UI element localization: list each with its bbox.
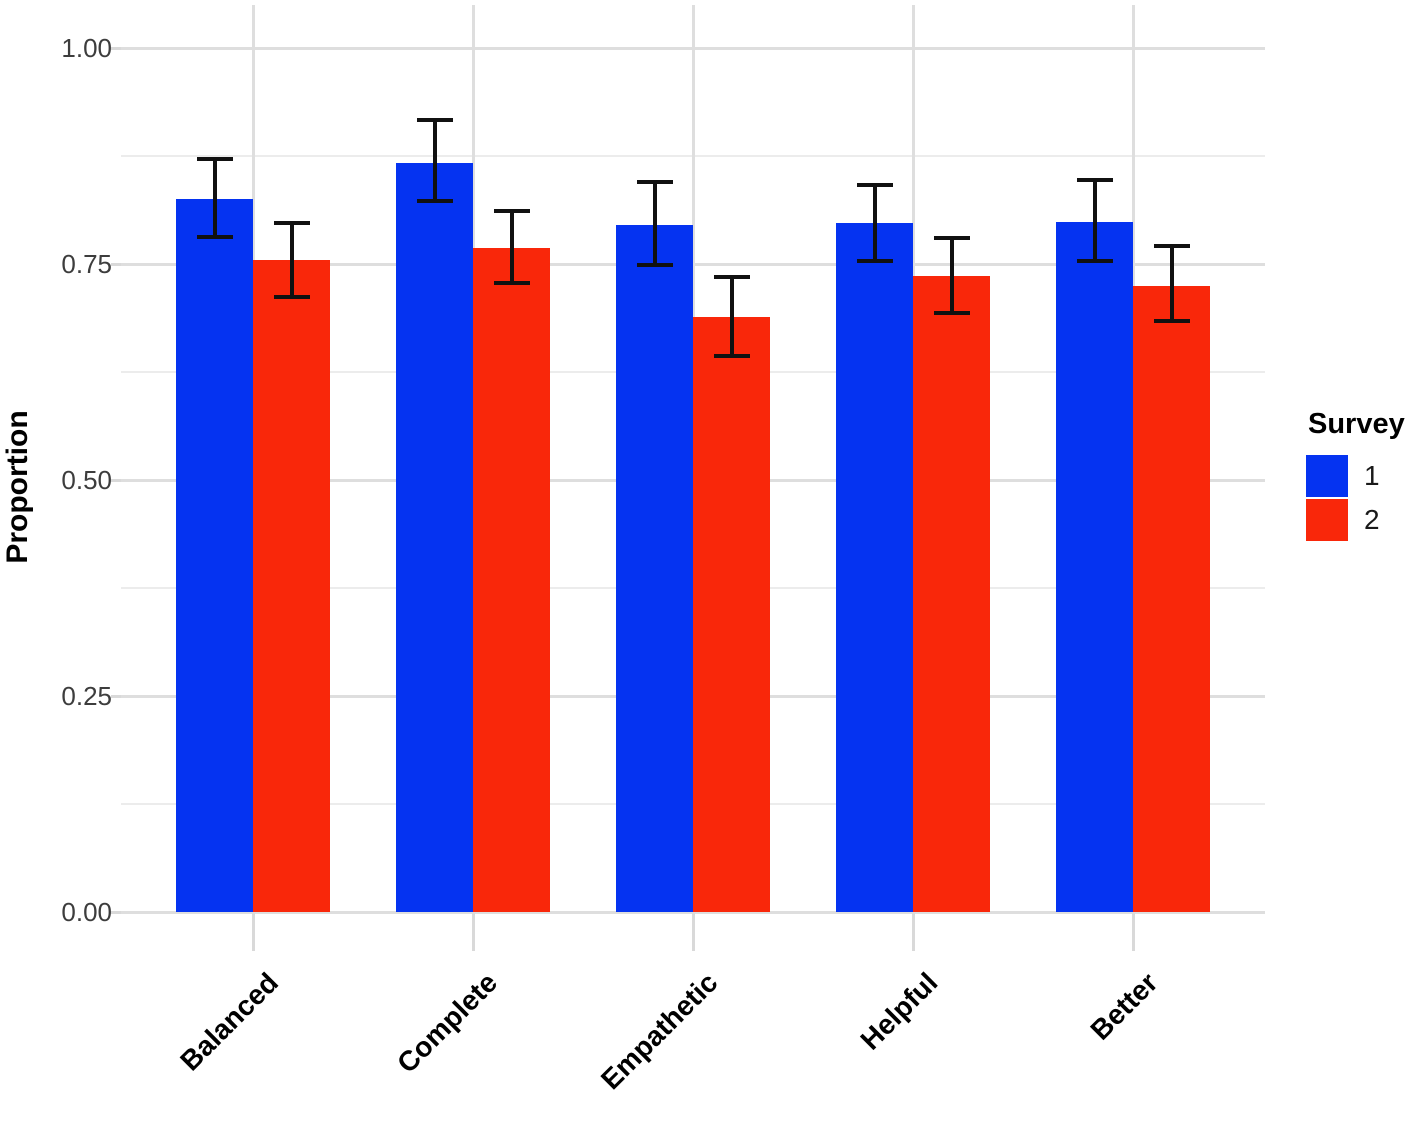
errorbar-cap-top [1076,178,1113,183]
errorbar-vertical [432,119,437,201]
errorbar-cap-top [493,209,530,214]
errorbar-cap-bottom [493,281,530,285]
y-tick-label: 0.25 [61,681,112,711]
legend-item-survey-2: 2 [1306,499,1405,541]
y-tick-mark [111,46,121,50]
errorbar-cap-bottom [713,354,750,359]
errorbar-vertical [509,211,514,283]
errorbar-cap-top [416,117,453,122]
errorbar-vertical [872,184,877,262]
x-tick-label-complete: Complete [391,966,504,1079]
y-tick-mark [111,694,121,698]
errorbar-cap-top [1153,243,1190,248]
y-tick-mark [111,478,121,482]
errorbar-cap-bottom [196,235,233,240]
x-tick-mark [251,913,255,951]
bar-helpful-survey1 [836,223,913,912]
y-tick-mark [111,262,121,266]
x-tick-mark [911,913,915,951]
legend-swatch-survey-1 [1306,455,1348,497]
x-tick-label-better: Better [1084,966,1164,1046]
bar-balanced-survey2 [253,259,330,912]
errorbar-cap-bottom [1076,259,1113,264]
legend-item-survey-1: 1 [1306,455,1405,497]
errorbar-cap-bottom [856,259,893,264]
errorbar-cap-bottom [1153,319,1190,324]
bar-empathetic-survey1 [616,225,693,912]
x-tick-label-helpful: Helpful [854,966,944,1056]
errorbar-vertical [729,276,734,357]
legend-swatch-survey-2 [1306,499,1348,541]
errorbar-cap-bottom [933,311,970,316]
errorbar-cap-top [933,236,970,241]
errorbar-vertical [949,238,954,314]
bar-better-survey2 [1133,286,1210,912]
x-tick-label-empathetic: Empathetic [594,966,724,1096]
plot-panel [121,5,1265,914]
errorbar-vertical [212,158,217,238]
errorbar-cap-bottom [636,262,673,267]
x-tick-mark [1131,913,1135,951]
x-tick-label-balanced: Balanced [173,966,284,1077]
y-tick-label: 0.50 [61,465,112,495]
y-tick-label: 1.00 [61,33,112,63]
x-tick-mark [691,913,695,951]
errorbar-vertical [1169,245,1174,321]
errorbar-vertical [289,223,294,297]
y-tick-label: 0.75 [61,249,112,279]
bar-helpful-survey2 [913,276,990,912]
errorbar-cap-top [856,182,893,187]
errorbar-cap-bottom [273,294,310,299]
errorbar-cap-top [196,156,233,161]
errorbar-cap-top [273,221,310,226]
legend-title: Survey [1308,408,1405,440]
y-tick-mark [111,910,121,914]
bar-complete-survey1 [396,162,473,912]
bar-complete-survey2 [473,248,550,912]
errorbar-cap-bottom [416,198,453,203]
y-tick-label: 0.00 [61,897,112,927]
legend-label-survey-2: 2 [1364,504,1380,535]
errorbar-vertical [652,181,657,265]
errorbar-cap-top [713,274,750,279]
legend-label-survey-1: 1 [1364,460,1380,491]
bar-better-survey1 [1056,221,1133,912]
errorbar-vertical [1092,180,1097,262]
x-tick-mark [471,913,475,951]
bar-balanced-survey1 [176,199,253,912]
bar-empathetic-survey2 [693,316,770,912]
major-gridline [121,910,1265,914]
errorbar-cap-top [636,179,673,184]
